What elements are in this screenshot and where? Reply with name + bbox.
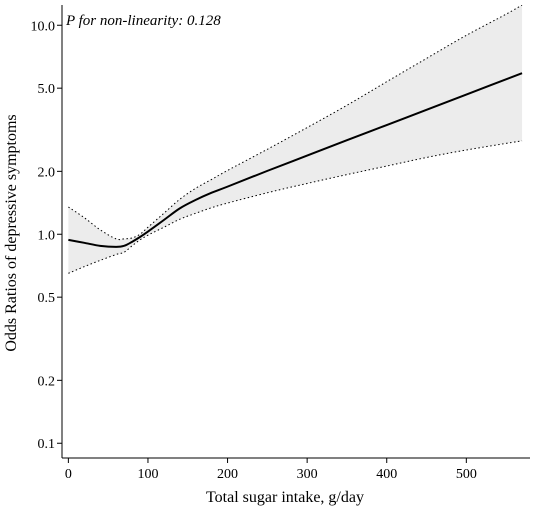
x-tick-label: 500 [456,467,477,482]
x-tick-label: 400 [376,467,397,482]
x-tick-label: 100 [137,467,158,482]
y-axis-title: Odds Ratios of depressive symptoms [3,114,20,351]
y-tick-label: 5.0 [38,82,56,97]
y-tick-label: 2.0 [38,165,56,180]
x-tick-label: 300 [297,467,318,482]
y-tick-label: 0.1 [38,437,56,452]
odds-ratio-line [68,72,523,248]
p-nonlinearity-annotation: P for non-linearity: 0.128 [65,13,221,29]
x-tick-label: 200 [217,467,238,482]
upper-ci-line [68,5,523,241]
x-axis-title: Total sugar intake, g/day [206,489,364,506]
x-tick-label: 0 [65,467,72,482]
y-tick-label: 0.2 [38,374,56,389]
y-tick-label: 10.0 [31,19,56,34]
y-tick-label: 1.0 [38,228,56,243]
y-tick-label: 0.5 [38,291,56,306]
confidence-band [68,5,523,274]
lower-ci-line [68,140,523,274]
